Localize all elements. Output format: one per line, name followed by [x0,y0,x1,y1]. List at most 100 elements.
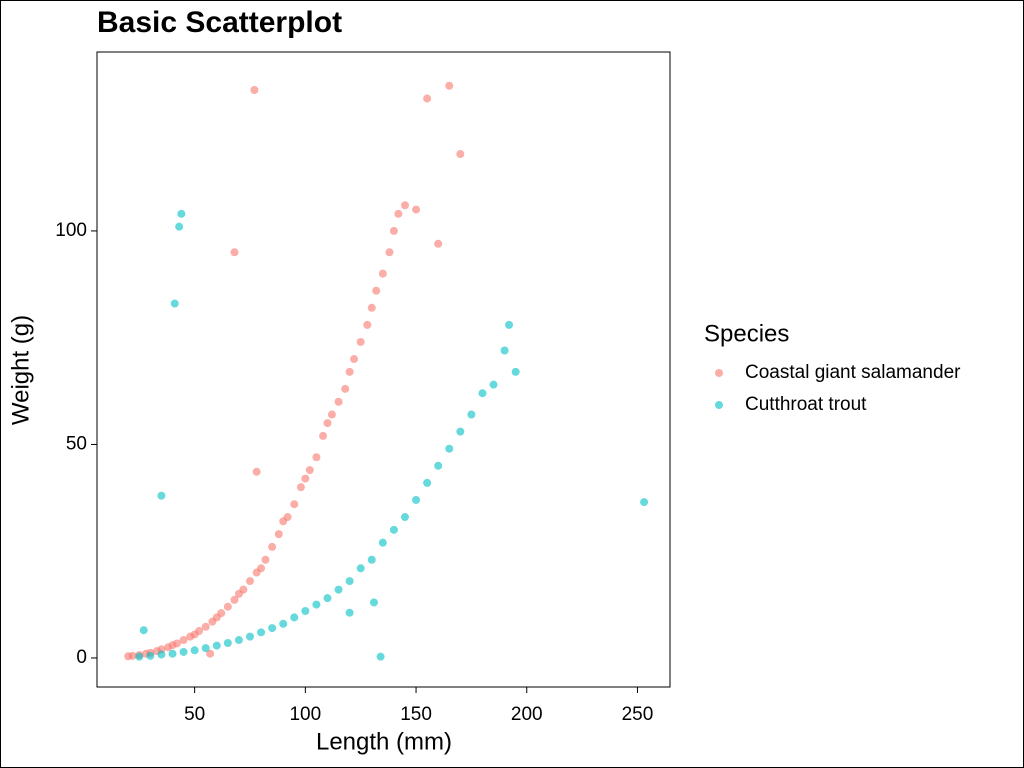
point [356,564,365,573]
point [157,491,166,500]
point [239,585,248,594]
point [274,530,283,539]
point [206,649,215,658]
point [261,555,270,564]
point [319,431,328,440]
point [341,384,350,393]
point [305,466,314,475]
point [369,598,378,607]
point [257,564,266,573]
point [345,367,354,376]
point [230,595,239,604]
point [230,248,239,257]
x-axis-label: Length (mm) [316,728,452,755]
point [177,209,186,218]
point [257,628,266,637]
point [146,651,155,660]
point [170,299,179,308]
point [323,419,332,428]
point [505,320,514,329]
point [252,467,261,476]
point [201,644,210,653]
y-tick-label: 0 [76,647,87,668]
y-tick-label: 100 [55,220,87,241]
point [376,652,385,661]
x-tick-label: 100 [289,704,321,725]
point [296,483,305,492]
point [201,622,210,631]
point [312,600,321,609]
point [456,427,465,436]
point [423,94,432,103]
point [445,444,454,453]
point [139,626,148,635]
point [500,346,509,355]
legend-swatch [715,401,723,409]
point [312,453,321,462]
point [290,500,299,509]
point [345,608,354,617]
point [250,86,259,95]
point [245,577,254,586]
point [135,652,144,661]
point [268,542,277,551]
point [385,248,394,257]
point [400,513,409,522]
x-tick-label: 150 [400,704,432,725]
x-tick-label: 50 [184,704,205,725]
point [345,577,354,586]
point [389,525,398,534]
point [157,650,166,659]
point [334,585,343,594]
point [279,619,288,628]
point [489,380,498,389]
point [212,641,221,650]
legend-title: Species [704,320,789,347]
point [190,646,199,655]
x-tick-label: 250 [622,704,654,725]
point [290,613,299,622]
point [478,389,487,398]
point [172,639,181,648]
point [323,594,332,603]
legend-label: Coastal giant salamander [745,362,961,383]
y-axis-label: Weight (g) [7,315,34,425]
point [195,627,204,636]
point [400,201,409,210]
point [511,367,520,376]
point [245,632,254,641]
point [456,150,465,159]
plot-border [96,51,671,688]
point [372,286,381,295]
point [301,474,310,483]
point [179,647,188,656]
legend-label: Cutthroat trout [745,394,867,415]
chart-title: Basic Scatterplot [97,6,342,39]
point [412,205,421,214]
point [445,81,454,90]
point [223,639,232,648]
point [423,478,432,487]
point [175,222,184,231]
point [334,397,343,406]
point [378,269,387,278]
point [367,555,376,564]
point [283,513,292,522]
point [434,239,443,248]
point [223,602,232,611]
point [412,495,421,504]
point [378,538,387,547]
point [389,226,398,235]
point [234,636,243,645]
point [350,355,359,364]
point [179,636,188,645]
x-tick-label: 200 [511,704,543,725]
point [128,651,137,660]
legend-swatch [715,369,723,377]
y-tick-label: 50 [66,433,87,454]
point [327,410,336,419]
point [363,320,372,329]
